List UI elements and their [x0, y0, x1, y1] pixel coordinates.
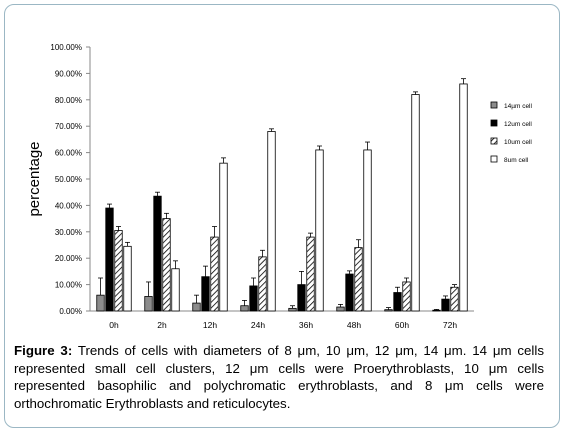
- bar-black-72h: [441, 298, 450, 312]
- x-tick-label: 60h: [395, 320, 409, 330]
- x-tick-label: 24h: [251, 320, 265, 330]
- bar-gray-2h: [144, 296, 153, 312]
- y-tick-label: 100.00%: [50, 43, 82, 52]
- caption-label: Figure 3:: [14, 343, 73, 358]
- bar-hatch-36h: [306, 236, 315, 312]
- bar-black-24h: [249, 285, 258, 312]
- bar-gray-48h: [336, 306, 345, 312]
- chart-svg: 0.00% 10.00% 20.00% 30.00% 40.00% 50.00% 60.00…: [26, 43, 533, 330]
- bar-gray-24h: [240, 305, 249, 312]
- y-tick-label: 80.00%: [55, 96, 82, 105]
- legend-label: 14µm cell: [504, 103, 533, 110]
- bar-black-0h: [105, 207, 114, 312]
- y-tick-label: 50.00%: [55, 175, 82, 184]
- x-tick-label: 12h: [203, 320, 217, 330]
- bar-black-2h: [153, 195, 162, 312]
- bar-hatch-2h: [162, 218, 171, 312]
- x-tick-label: 36h: [299, 320, 313, 330]
- bar-hatch-72h: [450, 286, 459, 312]
- legend-swatch: [490, 101, 498, 109]
- bar-white-24h: [267, 131, 276, 312]
- bar-black-36h: [297, 284, 306, 312]
- bar-black-60h: [393, 292, 402, 312]
- y-tick-label: 0.00%: [59, 307, 82, 316]
- bar-hatch-12h: [210, 236, 219, 312]
- chart: 0.00% 10.00% 20.00% 30.00% 40.00% 50.00% 60.00…: [14, 18, 538, 334]
- bar-white-48h: [363, 149, 372, 312]
- bar-gray-12h: [192, 302, 201, 312]
- y-tick-label: 70.00%: [55, 122, 82, 131]
- figure-caption: Figure 3: Trends of cells with diameters…: [14, 342, 544, 412]
- bar-white-72h: [459, 83, 468, 312]
- y-axis-label: percentage: [26, 141, 43, 216]
- caption-text: Trends of cells with diameters of 8 μm, …: [14, 343, 544, 411]
- x-tick-label: 48h: [347, 320, 361, 330]
- bar-white-12h: [219, 162, 228, 312]
- bar-white-60h: [411, 94, 420, 312]
- bar-gray-0h: [96, 294, 105, 312]
- bar-hatch-48h: [354, 247, 363, 312]
- legend-label: 10um cell: [504, 139, 532, 146]
- y-tick-label: 20.00%: [55, 254, 82, 263]
- bar-hatch-60h: [402, 281, 411, 312]
- y-tick-label: 40.00%: [55, 201, 82, 210]
- bar-gray-72h: [432, 309, 441, 312]
- y-tick-label: 60.00%: [55, 149, 82, 158]
- y-tick-label: 30.00%: [55, 228, 82, 237]
- bar-white-0h: [123, 245, 132, 312]
- bar-white-2h: [171, 268, 180, 312]
- legend-swatch: [490, 155, 498, 163]
- bar-gray-36h: [288, 307, 297, 312]
- x-tick-label: 72h: [443, 320, 457, 330]
- bar-white-36h: [315, 149, 324, 312]
- y-tick-label: 10.00%: [55, 281, 82, 290]
- bar-hatch-0h: [114, 230, 123, 312]
- bar-black-48h: [345, 273, 354, 312]
- x-tick-label: 2h: [157, 320, 167, 330]
- legend-swatch: [490, 119, 498, 127]
- legend-swatch: [490, 137, 498, 145]
- x-tick-label: 0h: [109, 320, 119, 330]
- legend-label: 8um cell: [504, 157, 529, 164]
- bar-hatch-24h: [258, 256, 267, 312]
- y-tick-label: 90.00%: [55, 69, 82, 78]
- legend-label: 12um cell: [504, 121, 532, 128]
- bar-gray-60h: [384, 309, 393, 312]
- bar-black-12h: [201, 276, 210, 312]
